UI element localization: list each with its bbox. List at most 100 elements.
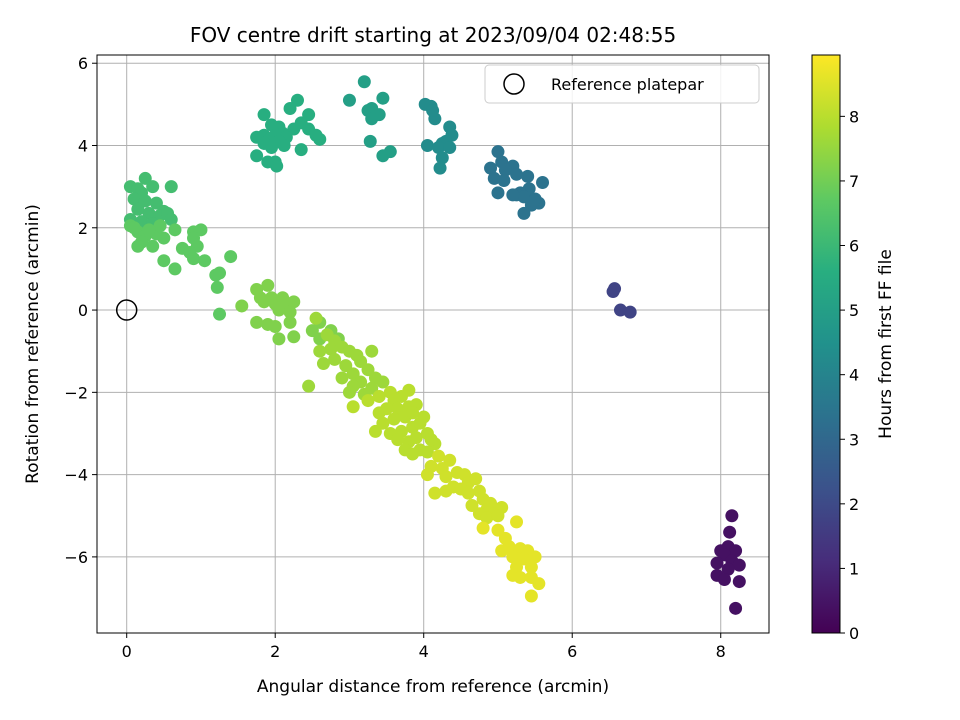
data-point (342, 93, 356, 107)
data-point (435, 151, 449, 165)
colorbar-gradient (811, 54, 841, 634)
data-point (257, 108, 271, 122)
data-point (198, 254, 212, 268)
y-tick-label: 0 (78, 301, 88, 320)
legend-marker (503, 73, 525, 95)
data-point (524, 560, 538, 574)
data-point (710, 556, 724, 570)
data-point (428, 486, 442, 500)
legend: Reference platepar (484, 64, 760, 104)
x-tick-label: 4 (419, 642, 429, 661)
data-point (157, 231, 171, 245)
data-point (287, 295, 301, 309)
x-tick-label: 2 (270, 642, 280, 661)
data-point (272, 332, 286, 346)
data-point (283, 315, 297, 329)
data-point (536, 176, 550, 190)
y-tick-label: 6 (78, 54, 88, 73)
data-point (491, 509, 505, 523)
data-point (313, 132, 327, 146)
data-point (335, 371, 349, 385)
data-point (424, 433, 438, 447)
data-point (391, 433, 405, 447)
data-point (365, 344, 379, 358)
data-point (420, 139, 434, 153)
data-point (302, 379, 316, 393)
data-point (210, 280, 224, 294)
data-point (168, 262, 182, 276)
data-point (313, 344, 327, 358)
colorbar-tick-label: 8 (849, 107, 859, 126)
data-point (432, 449, 446, 463)
data-point (131, 202, 145, 216)
data-point (506, 550, 520, 564)
x-axis-ticks: 0 2 4 6 8 (122, 633, 726, 661)
x-axis-label: Angular distance from reference (arcmin) (257, 677, 609, 697)
y-axis-ticks: −6 −4 −2 0 2 4 6 (64, 54, 97, 567)
data-point (146, 180, 160, 194)
data-point (443, 141, 457, 155)
data-point (406, 406, 420, 420)
data-point (439, 484, 453, 498)
data-point (608, 282, 622, 296)
data-point (376, 375, 390, 389)
data-point (406, 447, 420, 461)
data-point (268, 320, 282, 334)
data-point (213, 307, 227, 321)
data-point (461, 486, 475, 500)
colorbar-ticks: 0 1 2 3 4 5 6 7 8 (840, 107, 859, 643)
data-point (361, 394, 375, 408)
data-point (164, 180, 178, 194)
data-point (729, 601, 743, 615)
reference-point (115, 299, 138, 321)
data-point (235, 299, 249, 313)
data-point (283, 101, 297, 115)
colorbar: 0 1 2 3 4 5 6 7 8 Hours from first FF file (811, 54, 896, 643)
data-point (277, 139, 291, 153)
data-point (532, 577, 546, 591)
plot-frame (96, 54, 770, 634)
data-point (164, 213, 178, 227)
data-point (328, 352, 342, 366)
data-point (272, 303, 286, 317)
data-point (264, 141, 278, 155)
colorbar-tick-label: 7 (849, 172, 859, 191)
data-point (127, 221, 141, 235)
data-point (717, 573, 731, 587)
data-point (213, 266, 227, 280)
x-tick-label: 0 (122, 642, 132, 661)
data-point (527, 194, 541, 208)
data-point (721, 562, 735, 576)
data-point (380, 402, 394, 416)
colorbar-tick-label: 6 (849, 237, 859, 256)
data-point (491, 186, 505, 200)
data-point (732, 558, 746, 572)
data-point (510, 515, 524, 529)
data-point (732, 575, 746, 589)
data-point (357, 75, 371, 89)
data-point (376, 91, 390, 105)
data-point (261, 278, 275, 292)
data-point (287, 330, 301, 344)
legend-box (484, 64, 760, 104)
data-point (476, 521, 490, 535)
data-point (250, 315, 264, 329)
data-point (469, 472, 483, 486)
data-point (363, 134, 377, 148)
data-point (270, 159, 284, 173)
data-point (417, 410, 431, 424)
data-point (127, 192, 141, 206)
colorbar-tick-label: 5 (849, 301, 859, 320)
y-tick-label: −4 (64, 466, 88, 485)
data-point (420, 468, 434, 482)
data-point (365, 112, 379, 126)
data-point (510, 167, 524, 181)
data-point (376, 416, 390, 430)
data-point (346, 400, 360, 414)
data-point (497, 173, 511, 187)
data-point (283, 305, 297, 319)
colorbar-tick-label: 4 (849, 366, 859, 385)
data-point (131, 239, 145, 253)
data-point (342, 385, 356, 399)
